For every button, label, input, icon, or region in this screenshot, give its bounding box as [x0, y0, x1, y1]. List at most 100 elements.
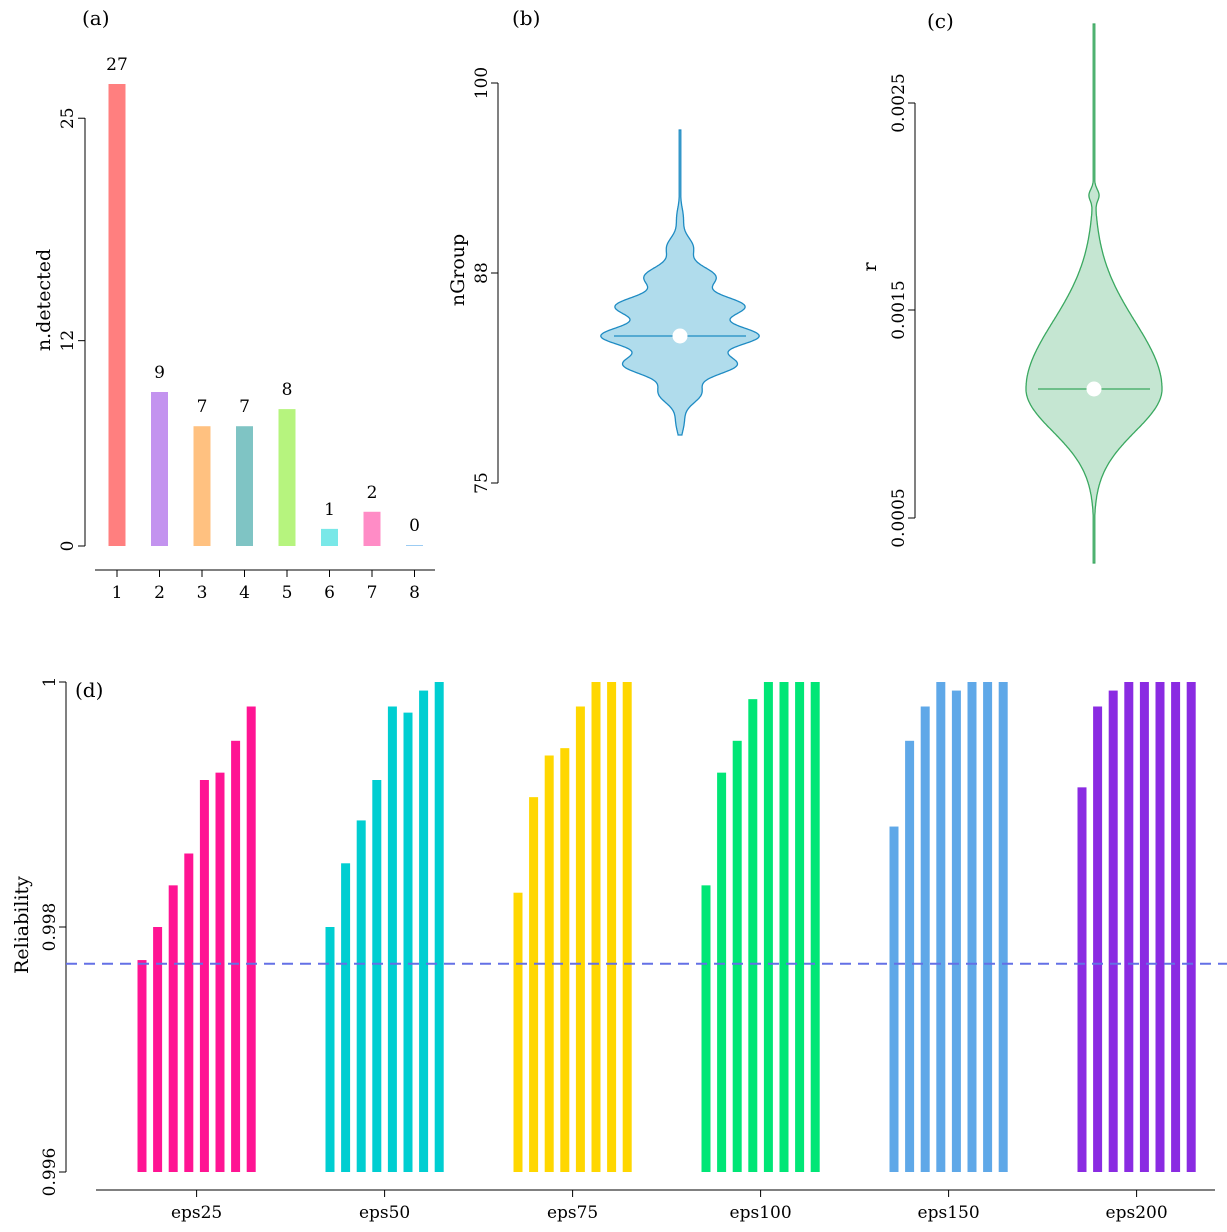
a-value-label: 0: [409, 516, 420, 536]
d-x-tick-label: eps100: [730, 1203, 792, 1223]
a-x-tick-label: 3: [197, 583, 208, 603]
a-value-label: 7: [197, 397, 208, 417]
a-value-label: 27: [106, 55, 128, 75]
panel-c-tag: (c): [927, 9, 954, 33]
b-y-tick-label: 100: [472, 67, 492, 99]
a-value-label: 8: [282, 380, 293, 400]
d-bar-eps25: [215, 772, 225, 1172]
d-bar-eps75: [529, 797, 539, 1172]
a-value-label: 1: [324, 500, 335, 520]
d-x-tick-label: eps50: [359, 1203, 410, 1223]
c-violin-shape: [1025, 23, 1163, 564]
d-x-tick-label: eps25: [171, 1203, 222, 1223]
d-bar-eps100: [763, 682, 773, 1172]
panel-d-grouped-bar-chart: 0.996 0.998 1 eps25 eps50 eps75 eps100 eps150 e…: [11, 677, 1227, 1223]
panel-d-tag: (d): [75, 678, 103, 702]
d-bar-eps75: [513, 892, 523, 1172]
d-bar-eps25: [231, 740, 241, 1172]
d-bar-eps75: [560, 748, 570, 1172]
d-bar-eps100: [701, 885, 711, 1172]
d-bar-eps75: [544, 755, 554, 1172]
a-x-tick-label: 6: [324, 583, 335, 603]
d-bar-eps100: [795, 682, 805, 1172]
panel-b-violin: 75 88 100 nGroup: [447, 67, 760, 494]
d-bar-eps25: [168, 885, 178, 1172]
d-bar-eps200: [1139, 682, 1149, 1172]
d-bar-eps150: [889, 826, 899, 1172]
d-bar-eps25: [137, 960, 147, 1172]
c-y-tick-label: 0.0015: [889, 280, 909, 339]
a-value-label: 2: [367, 483, 378, 503]
d-bar-eps100: [779, 682, 789, 1172]
d-y-tick-label: 0.996: [40, 1148, 60, 1197]
a-y-axis-label: n.detected: [33, 249, 55, 351]
a-bar-1: [108, 84, 126, 546]
d-bar-eps200: [1171, 682, 1181, 1172]
d-bar-eps150: [905, 740, 915, 1172]
a-value-label: 7: [239, 397, 250, 417]
panel-b-tag: (b): [512, 6, 540, 30]
d-bar-eps50: [387, 706, 397, 1172]
d-bar-eps25: [199, 780, 209, 1172]
d-bar-eps50: [325, 927, 335, 1172]
d-bar-eps50: [341, 863, 351, 1172]
d-bar-eps200: [1108, 690, 1118, 1172]
d-y-axis-label: Reliability: [11, 876, 33, 974]
a-x-tick-label: 2: [154, 583, 165, 603]
a-y-tick-label: 12: [58, 330, 78, 352]
d-bar-eps200: [1077, 787, 1087, 1172]
d-bar-eps75: [591, 682, 601, 1172]
d-bar-eps50: [403, 712, 413, 1172]
d-bar-eps150: [998, 682, 1008, 1172]
d-bar-eps200: [1155, 682, 1165, 1172]
d-bar-eps50: [372, 780, 382, 1172]
b-y-tick-label: 88: [472, 262, 492, 284]
d-bar-eps200: [1124, 682, 1134, 1172]
a-bar-6: [321, 528, 338, 546]
a-x-tick-label: 8: [409, 583, 420, 603]
d-bar-eps75: [622, 682, 632, 1172]
a-bar-3: [193, 426, 211, 546]
b-y-axis-label: nGroup: [447, 234, 469, 306]
d-bar-eps150: [951, 690, 961, 1172]
a-bar-8: [406, 545, 423, 546]
d-bar-eps25: [184, 853, 194, 1172]
b-y-tick-label: 75: [472, 472, 492, 494]
a-x-tick-label: 7: [367, 583, 378, 603]
d-x-tick-label: eps200: [1106, 1203, 1168, 1223]
d-bar-eps75: [575, 706, 585, 1172]
d-bar-eps100: [810, 682, 820, 1172]
a-x-tick-label: 4: [239, 583, 250, 603]
a-bar-5: [278, 409, 296, 546]
d-bar-eps100: [748, 699, 758, 1172]
b-median-point: [672, 328, 688, 344]
d-bar-eps25: [246, 706, 256, 1172]
d-x-tick-label: eps150: [918, 1203, 980, 1223]
c-y-tick-label: 0.0005: [889, 488, 909, 547]
d-bar-eps50: [419, 690, 429, 1172]
d-bar-eps150: [967, 682, 977, 1172]
c-median-point: [1086, 381, 1102, 397]
panel-a-tag: (a): [82, 6, 110, 30]
a-x-tick-label: 5: [282, 583, 293, 603]
a-y-tick-label: 0: [58, 541, 78, 552]
d-bar-eps200: [1093, 706, 1103, 1172]
c-y-tick-label: 0.0025: [889, 73, 909, 132]
d-y-tick-label: 1: [40, 677, 60, 688]
d-x-tick-label: eps75: [547, 1203, 598, 1223]
d-bar-eps100: [732, 740, 742, 1172]
d-bar-eps50: [356, 820, 366, 1172]
c-y-axis-label: r: [859, 262, 881, 272]
a-bar-2: [151, 392, 168, 546]
d-bar-eps75: [607, 682, 617, 1172]
d-y-tick-label: 0.998: [40, 903, 60, 952]
a-value-label: 9: [154, 363, 165, 383]
d-bar-eps50: [434, 682, 444, 1172]
panel-c-violin: 0.0005 0.0015 0.0025 r: [859, 23, 1163, 564]
d-bar-eps150: [983, 682, 993, 1172]
a-x-tick-label: 1: [112, 583, 123, 603]
d-bar-eps25: [153, 927, 163, 1172]
b-violin-shape: [600, 129, 760, 436]
